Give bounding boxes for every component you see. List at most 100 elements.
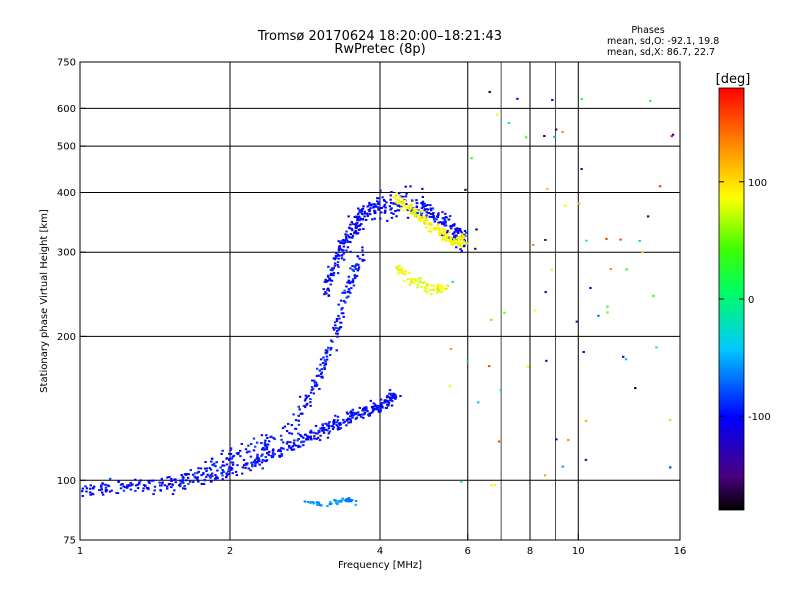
- data-point: [205, 475, 208, 478]
- data-point: [353, 275, 357, 278]
- data-point: [330, 339, 333, 342]
- data-point: [494, 483, 497, 486]
- x-tick-label: 8: [527, 546, 533, 557]
- data-point: [214, 474, 217, 477]
- data-point: [317, 429, 320, 432]
- data-point: [152, 493, 155, 496]
- data-point: [418, 219, 421, 222]
- data-point: [139, 479, 142, 482]
- data-point: [370, 203, 374, 206]
- data-point: [205, 469, 208, 472]
- data-point: [329, 354, 332, 357]
- data-point: [138, 481, 141, 484]
- data-point: [197, 467, 200, 470]
- data-point: [257, 459, 261, 462]
- data-point: [438, 233, 441, 236]
- data-point: [396, 198, 400, 201]
- data-point: [205, 467, 209, 470]
- data-point: [357, 215, 361, 218]
- data-point: [371, 410, 374, 413]
- data-point: [254, 464, 257, 467]
- data-point: [216, 476, 219, 479]
- data-point: [303, 500, 307, 503]
- data-point: [398, 205, 402, 208]
- data-point: [369, 204, 373, 207]
- data-point: [327, 275, 330, 278]
- data-point: [333, 321, 337, 324]
- data-point: [159, 489, 162, 492]
- stats-heading: Phases: [631, 25, 664, 36]
- data-point: [348, 227, 352, 230]
- data-point: [488, 90, 491, 93]
- data-point: [361, 217, 364, 220]
- data-point: [115, 491, 118, 494]
- data-point: [353, 216, 356, 219]
- data-point: [403, 272, 407, 275]
- data-point: [185, 479, 188, 482]
- y-tick-label: 600: [57, 104, 76, 115]
- data-point: [265, 446, 269, 449]
- data-point: [507, 121, 511, 124]
- data-point: [253, 459, 257, 462]
- data-point: [210, 472, 214, 475]
- data-point: [384, 209, 387, 212]
- data-point: [92, 493, 95, 496]
- data-point: [327, 432, 331, 435]
- data-point: [92, 485, 96, 488]
- data-point: [346, 412, 349, 415]
- data-point: [409, 208, 412, 211]
- data-point: [270, 435, 273, 438]
- data-point: [351, 265, 354, 268]
- data-point: [404, 195, 408, 198]
- data-point: [412, 207, 415, 210]
- data-point: [456, 231, 459, 234]
- data-point: [580, 98, 583, 101]
- data-point: [332, 422, 335, 425]
- data-point: [377, 406, 380, 409]
- colorbar-ticks: 100 0 -100: [719, 178, 771, 423]
- data-point: [209, 476, 212, 479]
- data-point: [356, 219, 359, 222]
- data-point: [174, 481, 177, 484]
- data-point: [257, 457, 260, 460]
- data-point: [532, 243, 535, 246]
- data-point: [338, 423, 341, 426]
- data-point: [347, 275, 351, 278]
- data-point: [332, 267, 336, 270]
- data-point: [455, 234, 458, 237]
- data-point: [551, 99, 554, 102]
- data-point: [342, 249, 345, 252]
- data-point: [432, 227, 436, 230]
- data-point: [336, 335, 339, 338]
- data-point: [339, 241, 342, 244]
- data-point: [333, 498, 336, 501]
- data-point: [543, 134, 546, 137]
- data-point: [221, 478, 224, 481]
- data-point: [436, 283, 440, 286]
- data-point: [496, 113, 499, 116]
- data-point: [464, 188, 467, 191]
- data-point: [254, 461, 257, 464]
- data-point: [338, 427, 341, 430]
- data-point: [323, 366, 326, 369]
- data-point: [252, 437, 256, 440]
- data-point: [129, 481, 132, 484]
- data-point: [355, 274, 359, 277]
- data-point: [297, 405, 300, 408]
- data-point: [429, 289, 432, 292]
- data-point: [376, 404, 380, 407]
- data-point: [347, 295, 350, 298]
- data-point: [277, 450, 280, 452]
- data-point: [310, 386, 314, 389]
- data-point: [324, 278, 327, 281]
- data-point: [420, 216, 424, 219]
- data-point: [202, 473, 205, 476]
- data-point: [356, 232, 360, 235]
- data-point: [459, 230, 463, 233]
- data-point: [422, 219, 426, 222]
- data-point: [436, 285, 439, 288]
- data-point: [281, 441, 285, 444]
- data-point: [335, 501, 338, 504]
- data-point: [398, 201, 401, 204]
- x-tick-label: 4: [377, 546, 383, 557]
